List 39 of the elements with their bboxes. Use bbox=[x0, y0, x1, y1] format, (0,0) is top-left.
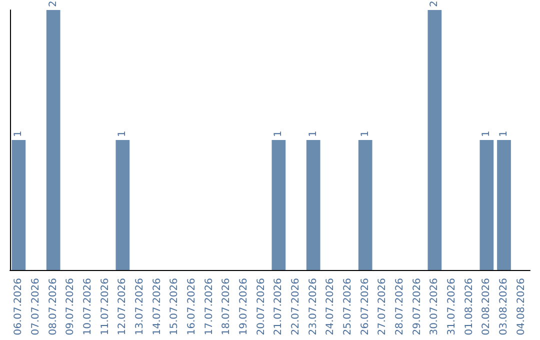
x-tick-label: 25.07.2026 bbox=[342, 278, 354, 336]
data-label: 1 bbox=[13, 130, 24, 137]
data-label: 1 bbox=[360, 130, 371, 137]
x-tick-label: 27.07.2026 bbox=[377, 278, 388, 336]
x-tick-label: 14.07.2026 bbox=[152, 278, 163, 336]
x-tick-label: 30.07.2026 bbox=[429, 278, 440, 336]
x-tick-label: 10.07.2026 bbox=[82, 278, 94, 336]
data-label: 2 bbox=[48, 0, 59, 7]
x-tick-label: 15.07.2026 bbox=[169, 278, 180, 336]
x-tick-label: 11.07.2026 bbox=[100, 278, 111, 336]
data-label: 1 bbox=[117, 130, 128, 137]
x-tick-label: 12.07.2026 bbox=[117, 278, 128, 336]
data-label: 1 bbox=[273, 130, 284, 137]
x-tick-label: 23.07.2026 bbox=[308, 278, 319, 336]
x-tick-label: 28.07.2026 bbox=[394, 278, 406, 336]
x-tick-label: 04.08.2026 bbox=[516, 278, 527, 336]
x-tick-label: 20.07.2026 bbox=[256, 278, 267, 336]
x-tick-label: 26.07.2026 bbox=[360, 278, 371, 336]
x-tick-label: 01.08.2026 bbox=[464, 278, 475, 336]
x-tick-label: 19.07.2026 bbox=[238, 278, 250, 336]
data-label: 1 bbox=[498, 130, 510, 137]
x-tick-label: 07.07.2026 bbox=[30, 278, 42, 336]
x-tick-label: 24.07.2026 bbox=[325, 278, 336, 336]
x-tick-label: 16.07.2026 bbox=[186, 278, 198, 336]
x-tick-label: 31.07.2026 bbox=[446, 278, 458, 336]
x-tick-label: 29.07.2026 bbox=[412, 278, 423, 336]
x-tick-label: 08.07.2026 bbox=[48, 278, 59, 336]
x-tick-label: 06.07.2026 bbox=[13, 278, 24, 336]
x-tick-label: 17.07.2026 bbox=[204, 278, 215, 336]
x-tick-label: 21.07.2026 bbox=[273, 278, 284, 336]
x-tick-label: 03.08.2026 bbox=[498, 278, 510, 336]
data-label: 2 bbox=[429, 0, 440, 7]
x-tick-label: 22.07.2026 bbox=[290, 278, 302, 336]
data-label: 1 bbox=[308, 130, 319, 137]
data-label: 1 bbox=[481, 130, 492, 137]
x-tick-label: 18.07.2026 bbox=[221, 278, 232, 336]
x-tick-label: 02.08.2026 bbox=[481, 278, 492, 336]
x-tick-label: 13.07.2026 bbox=[134, 278, 146, 336]
x-tick-label: 09.07.2026 bbox=[65, 278, 76, 336]
